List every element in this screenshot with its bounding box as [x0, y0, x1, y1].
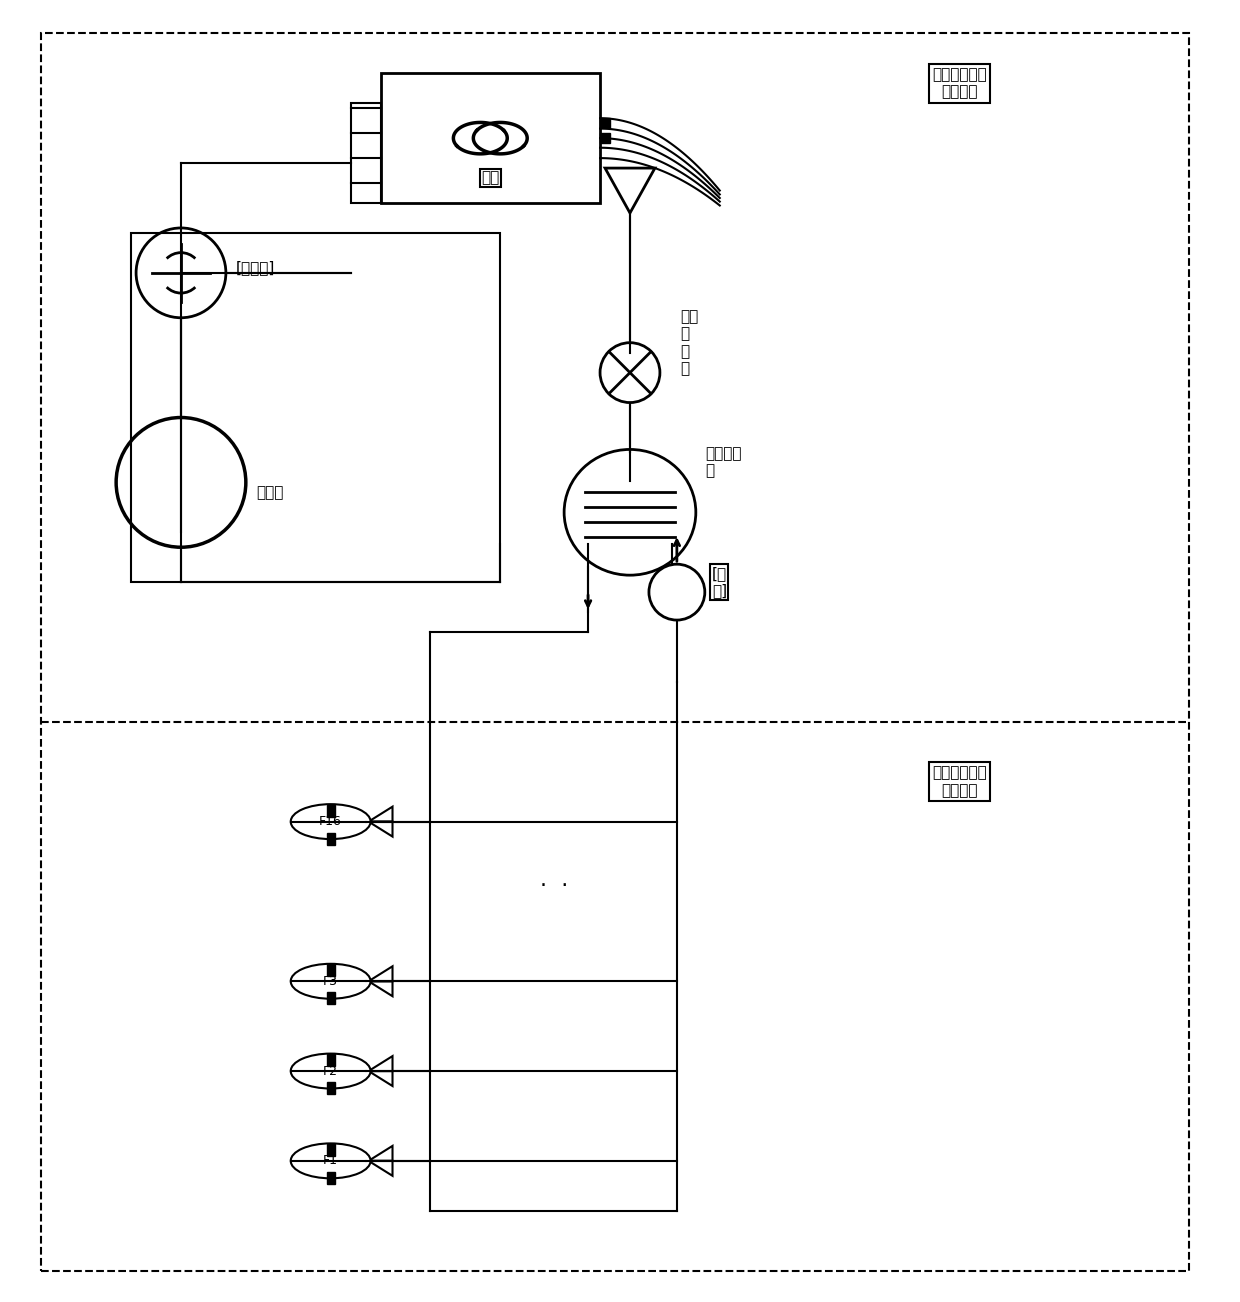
Text: F16: F16 — [319, 815, 342, 828]
Ellipse shape — [290, 805, 371, 838]
Text: 多联式冷热水
机组主机: 多联式冷热水 机组主机 — [932, 68, 987, 99]
Bar — [326, 965, 335, 976]
Text: [水
泵]: [水 泵] — [712, 566, 727, 599]
Text: F2: F2 — [324, 1065, 339, 1078]
Text: 水侧换热
器: 水侧换热 器 — [704, 447, 742, 479]
Bar — [326, 1055, 335, 1066]
Bar — [326, 805, 335, 816]
Text: ·  ·: · · — [539, 876, 568, 897]
Bar — [381, 73, 600, 203]
Text: F3: F3 — [324, 975, 339, 988]
Text: 电子
膨
胀
阀: 电子 膨 胀 阀 — [680, 309, 698, 376]
Bar — [351, 103, 381, 203]
Ellipse shape — [290, 1053, 371, 1088]
Ellipse shape — [290, 1143, 371, 1178]
Bar — [131, 233, 500, 582]
Text: 风机: 风机 — [481, 171, 500, 186]
Text: [四通阀]: [四通阀] — [236, 260, 275, 275]
Text: 多联式冷热水
机组末端: 多联式冷热水 机组末端 — [932, 766, 987, 798]
Bar — [326, 832, 335, 845]
Ellipse shape — [290, 963, 371, 999]
Polygon shape — [663, 578, 691, 607]
Bar — [600, 118, 610, 128]
Bar — [326, 1082, 335, 1094]
Bar — [326, 1144, 335, 1156]
Bar — [600, 133, 610, 143]
Text: F1: F1 — [324, 1155, 339, 1168]
Circle shape — [649, 564, 704, 620]
Text: 压缩机: 压缩机 — [255, 484, 283, 500]
Polygon shape — [605, 168, 655, 214]
Bar — [326, 1172, 335, 1184]
Bar — [326, 992, 335, 1004]
